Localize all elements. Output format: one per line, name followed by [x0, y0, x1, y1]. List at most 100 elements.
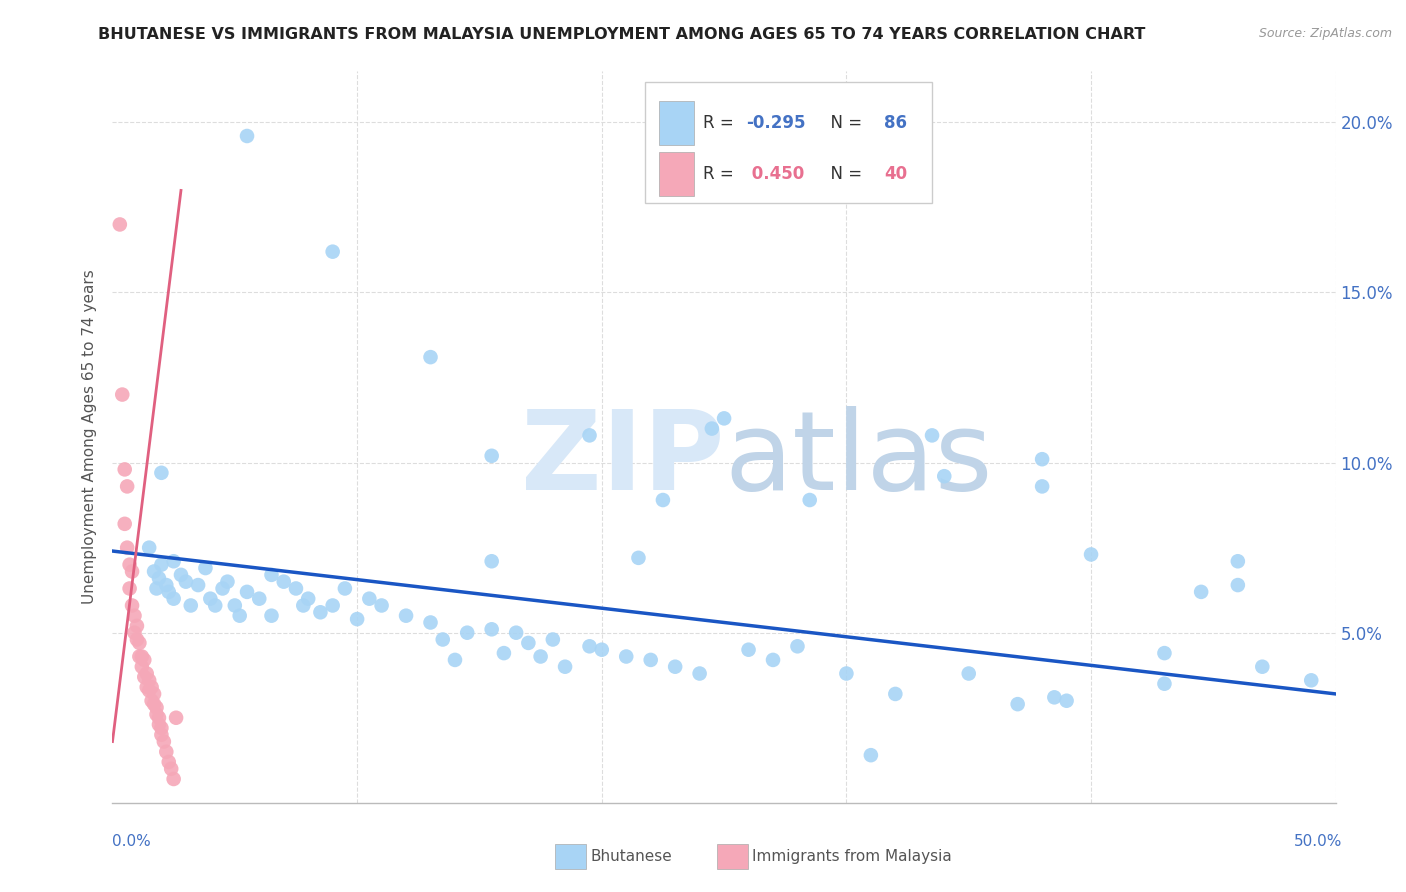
- Point: [124, 625, 146, 640]
- Point: [118, 582, 141, 596]
- Point: [273, 574, 295, 589]
- Point: [163, 772, 186, 786]
- Point: [165, 711, 187, 725]
- Point: [1031, 452, 1053, 467]
- Point: [934, 469, 956, 483]
- Text: 50.0%: 50.0%: [1295, 834, 1343, 849]
- Point: [217, 574, 239, 589]
- Text: 40: 40: [884, 165, 907, 183]
- Point: [150, 721, 173, 735]
- Point: [141, 694, 163, 708]
- Point: [145, 700, 167, 714]
- Text: 0.450: 0.450: [747, 165, 804, 183]
- Point: [157, 585, 180, 599]
- Point: [700, 421, 723, 435]
- Point: [578, 428, 600, 442]
- Point: [284, 582, 308, 596]
- Point: [247, 591, 270, 606]
- Point: [118, 558, 141, 572]
- Point: [664, 659, 686, 673]
- Point: [492, 646, 515, 660]
- Point: [236, 585, 259, 599]
- Point: [150, 466, 173, 480]
- Point: [322, 599, 344, 613]
- Text: N =: N =: [820, 165, 868, 183]
- Point: [359, 591, 381, 606]
- Point: [111, 387, 134, 401]
- Point: [138, 673, 160, 688]
- Point: [138, 541, 160, 555]
- Point: [884, 687, 907, 701]
- Point: [187, 578, 209, 592]
- Point: [762, 653, 785, 667]
- Point: [128, 649, 150, 664]
- Point: [115, 541, 138, 555]
- Point: [395, 608, 418, 623]
- Point: [141, 680, 163, 694]
- Point: [481, 554, 503, 568]
- Point: [713, 411, 735, 425]
- Point: [640, 653, 662, 667]
- Point: [150, 728, 173, 742]
- Point: [322, 244, 344, 259]
- Point: [591, 642, 613, 657]
- Point: [155, 578, 177, 592]
- Point: [143, 565, 166, 579]
- Text: atlas: atlas: [724, 406, 993, 513]
- Point: [143, 687, 166, 701]
- Text: Bhutanese: Bhutanese: [591, 849, 672, 863]
- Point: [1080, 548, 1102, 562]
- Point: [131, 659, 153, 673]
- Point: [517, 636, 540, 650]
- Point: [170, 567, 193, 582]
- Point: [180, 599, 202, 613]
- Point: [121, 565, 143, 579]
- Point: [160, 762, 183, 776]
- Point: [835, 666, 858, 681]
- Point: [309, 605, 332, 619]
- Point: [1301, 673, 1323, 688]
- Point: [957, 666, 980, 681]
- Point: [1226, 578, 1249, 592]
- Point: [1007, 697, 1029, 711]
- Point: [554, 659, 576, 673]
- Point: [134, 670, 156, 684]
- Point: [125, 632, 148, 647]
- Text: N =: N =: [820, 113, 868, 131]
- Point: [145, 582, 167, 596]
- Point: [1043, 690, 1066, 705]
- Point: [1031, 479, 1053, 493]
- Point: [236, 128, 259, 143]
- Point: [224, 599, 246, 613]
- Point: [1189, 585, 1212, 599]
- Point: [456, 625, 478, 640]
- Point: [135, 680, 157, 694]
- Point: [153, 734, 176, 748]
- Bar: [659, 101, 693, 145]
- Text: R =: R =: [703, 165, 740, 183]
- Point: [134, 653, 156, 667]
- Point: [148, 571, 170, 585]
- Point: [131, 649, 153, 664]
- Point: [260, 608, 283, 623]
- Text: BHUTANESE VS IMMIGRANTS FROM MALAYSIA UNEMPLOYMENT AMONG AGES 65 TO 74 YEARS COR: BHUTANESE VS IMMIGRANTS FROM MALAYSIA UN…: [98, 27, 1146, 42]
- Point: [1251, 659, 1274, 673]
- Point: [333, 582, 356, 596]
- Point: [125, 619, 148, 633]
- Point: [627, 550, 650, 565]
- Point: [370, 599, 392, 613]
- Point: [148, 711, 170, 725]
- Point: [1153, 677, 1175, 691]
- Point: [228, 608, 250, 623]
- Point: [1056, 694, 1078, 708]
- Point: [786, 640, 808, 654]
- Text: R =: R =: [703, 113, 740, 131]
- Point: [121, 599, 143, 613]
- Point: [859, 748, 882, 763]
- Point: [737, 642, 759, 657]
- Point: [652, 493, 675, 508]
- Point: [163, 591, 186, 606]
- Point: [200, 591, 222, 606]
- Point: [541, 632, 564, 647]
- Point: [145, 707, 167, 722]
